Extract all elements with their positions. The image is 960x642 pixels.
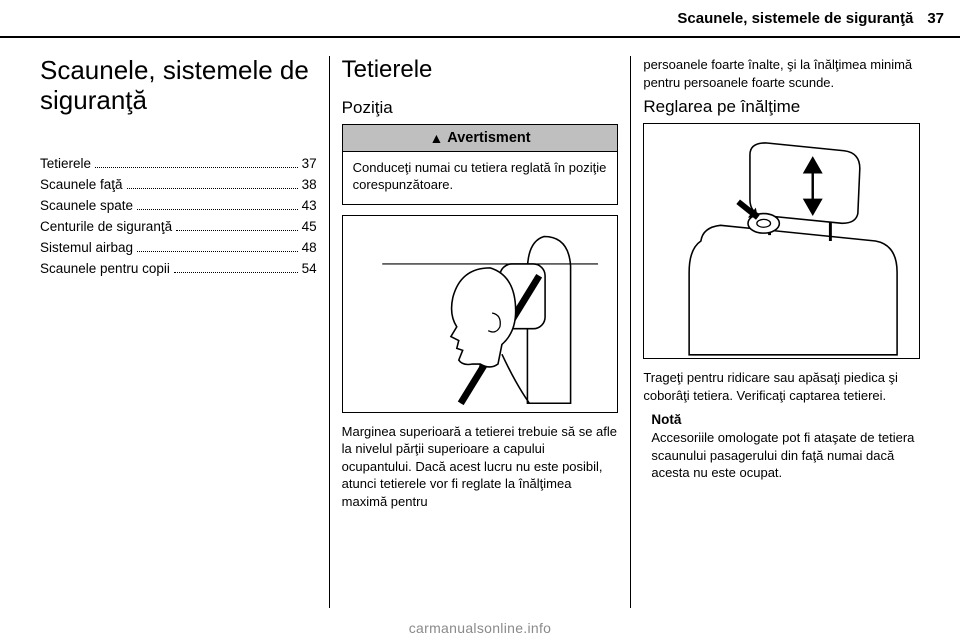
- toc-label: Centurile de siguranţă: [40, 219, 172, 234]
- adjust-body-text: Trageţi pentru ridicare sau apăsaţi pied…: [643, 369, 920, 404]
- figure-caption: Marginea superioară a tetierei trebuie s…: [342, 423, 619, 511]
- toc-row: Scaunele spate 43: [40, 198, 317, 213]
- subsection-title: Poziţia: [342, 98, 619, 118]
- warning-icon: ▲: [429, 130, 443, 146]
- toc-row: Scaunele faţă 38: [40, 177, 317, 192]
- toc-row: Sistemul airbag 48: [40, 240, 317, 255]
- chapter-title: Scaunele, sistemele de siguranţă: [40, 56, 317, 116]
- running-title: Scaunele, sistemele de siguranţă: [677, 10, 913, 27]
- toc-dots: [95, 158, 298, 167]
- page-header: Scaunele, sistemele de siguranţă 37: [0, 0, 960, 38]
- toc-dots: [137, 242, 298, 251]
- column-3: persoanele foarte înalte, şi la înălţime…: [630, 56, 932, 608]
- toc-dots: [174, 263, 298, 272]
- figure-headrest-adjust: [643, 123, 920, 359]
- warning-box: ▲ Avertisment Conduceţi numai cu tetiera…: [342, 124, 619, 205]
- note-heading: Notă: [651, 412, 920, 427]
- toc-page: 43: [302, 198, 317, 213]
- toc-label: Scaunele pentru copii: [40, 261, 170, 276]
- continuation-text: persoanele foarte înalte, şi la înălţime…: [643, 56, 920, 91]
- section-title: Tetierele: [342, 56, 619, 84]
- toc-page: 54: [302, 261, 317, 276]
- warning-body: Conduceţi numai cu tetiera reglată în po…: [343, 152, 618, 204]
- toc-row: Centurile de siguranţă 45: [40, 219, 317, 234]
- toc-row: Scaunele pentru copii 54: [40, 261, 317, 276]
- page-number: 37: [927, 10, 944, 27]
- warning-heading-text: Avertisment: [447, 130, 530, 146]
- note-body: Accesoriile omologate pot fi ataşate de …: [651, 429, 920, 482]
- toc-page: 45: [302, 219, 317, 234]
- toc-page: 38: [302, 177, 317, 192]
- toc-row: Tetierele 37: [40, 156, 317, 171]
- column-1: Scaunele, sistemele de siguranţă Tetiere…: [28, 56, 329, 608]
- headrest-position-illustration: [343, 216, 618, 412]
- toc-page: 37: [302, 156, 317, 171]
- footer-watermark: carmanualsonline.info: [0, 620, 960, 636]
- toc-dots: [137, 200, 298, 209]
- toc-label: Sistemul airbag: [40, 240, 133, 255]
- figure-headrest-position: [342, 215, 619, 413]
- toc-label: Scaunele faţă: [40, 177, 123, 192]
- toc-dots: [176, 221, 298, 230]
- toc: Tetierele 37 Scaunele faţă 38 Scaunele s…: [40, 156, 317, 276]
- toc-dots: [127, 179, 298, 188]
- warning-heading: ▲ Avertisment: [343, 125, 618, 152]
- subsection-title: Reglarea pe înălţime: [643, 97, 920, 117]
- headrest-adjust-illustration: [644, 124, 919, 358]
- content-columns: Scaunele, sistemele de siguranţă Tetiere…: [28, 56, 932, 608]
- manual-page: Scaunele, sistemele de siguranţă 37 Scau…: [0, 0, 960, 642]
- toc-label: Scaunele spate: [40, 198, 133, 213]
- toc-label: Tetierele: [40, 156, 91, 171]
- toc-page: 48: [302, 240, 317, 255]
- column-2: Tetierele Poziţia ▲ Avertisment Conduceţ…: [329, 56, 631, 608]
